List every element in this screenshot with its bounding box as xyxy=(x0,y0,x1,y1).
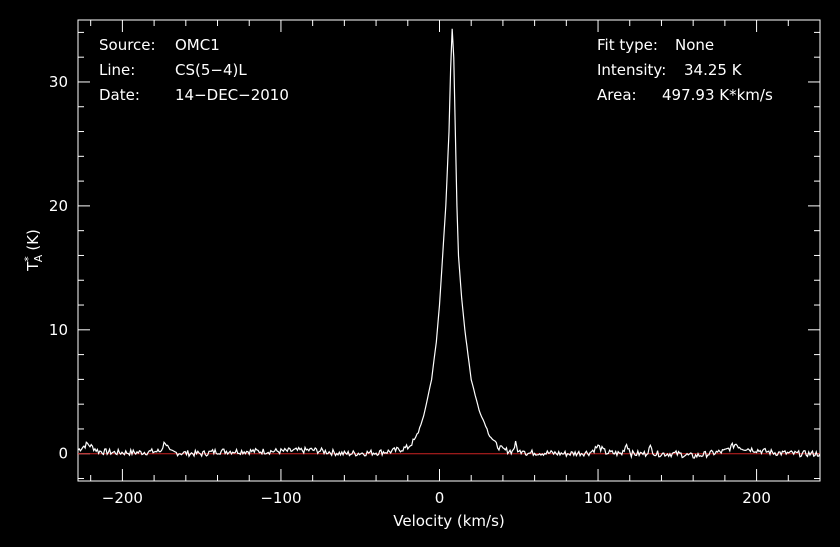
intensity-value: 34.25 K xyxy=(684,61,742,79)
fit-type-value: None xyxy=(675,36,715,54)
x-tick-label: 200 xyxy=(742,489,771,507)
y-tick-label: 10 xyxy=(49,321,68,339)
y-axis-label: T*A(K) xyxy=(22,229,45,272)
x-tick-label: 0 xyxy=(435,489,445,507)
fit-type-label: Fit type: xyxy=(597,36,658,54)
y-tick-label: 0 xyxy=(58,445,68,463)
plot-frame xyxy=(77,19,821,482)
tick-labels: −200 −100 0 100 200 0 10 20 30 xyxy=(49,73,771,507)
date-value: 14−DEC−2010 xyxy=(175,86,289,104)
intensity-label: Intensity: xyxy=(597,61,667,79)
axis-ticks xyxy=(78,20,821,481)
x-axis-label: Velocity (km/s) xyxy=(393,512,504,530)
spectrum-line xyxy=(77,28,821,460)
source-label: Source: xyxy=(99,36,156,54)
x-tick-label: −200 xyxy=(102,489,143,507)
x-tick-label: 100 xyxy=(584,489,613,507)
x-tick-label: −100 xyxy=(260,489,301,507)
source-value: OMC1 xyxy=(175,36,220,54)
line-label: Line: xyxy=(99,61,136,79)
y-tick-label: 20 xyxy=(49,197,68,215)
area-label: Area: xyxy=(597,86,637,104)
date-label: Date: xyxy=(99,86,140,104)
area-value: 497.93 K*km/s xyxy=(662,86,773,104)
line-value: CS(5−4)L xyxy=(175,61,247,79)
y-tick-label: 30 xyxy=(49,73,68,91)
